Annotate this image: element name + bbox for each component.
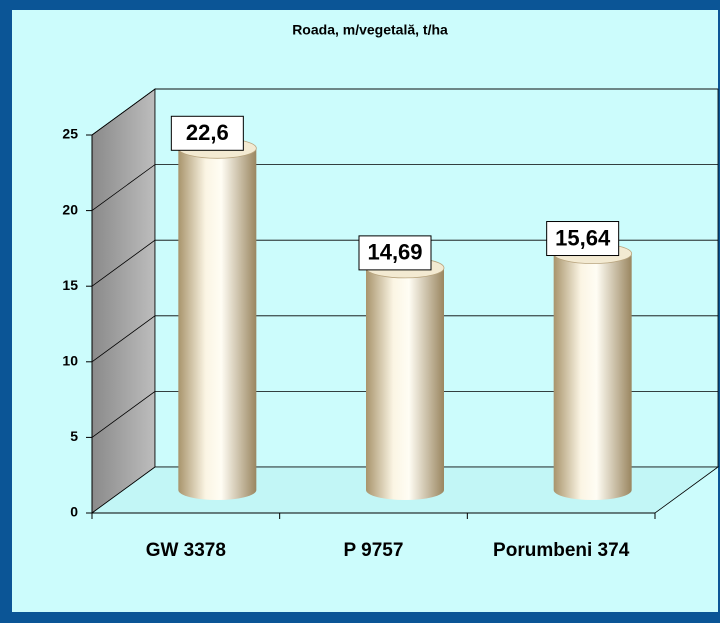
value-label-box xyxy=(170,115,244,151)
y-tick-label: 15 xyxy=(62,277,78,293)
y-tick-label: 0 xyxy=(70,504,78,520)
x-tick-label: P 9757 xyxy=(344,540,404,561)
side-wall xyxy=(91,88,156,514)
grid-line xyxy=(91,390,718,438)
bar xyxy=(553,243,633,500)
y-tick-label: 5 xyxy=(70,428,78,444)
chart-title: Roada, m/vegetală, t/ha xyxy=(292,22,448,38)
value-label-box xyxy=(546,221,620,257)
bar-body xyxy=(553,253,632,500)
grid-line xyxy=(91,88,718,136)
bar-body xyxy=(178,148,257,500)
bar xyxy=(177,137,257,500)
x-tick-label: GW 3378 xyxy=(146,540,226,561)
bar xyxy=(365,257,445,500)
y-tick-label: 10 xyxy=(62,353,78,369)
x-tick-label: Porumbeni 374 xyxy=(493,540,630,561)
value-label: 15,64 xyxy=(555,225,611,250)
y-tick-label: 20 xyxy=(62,201,78,217)
bar-body xyxy=(366,267,444,500)
grid-line xyxy=(91,315,718,363)
value-label: 22,6 xyxy=(186,120,229,145)
grid-line xyxy=(91,164,718,211)
value-label: 14,69 xyxy=(367,240,422,265)
value-label-box xyxy=(358,235,432,271)
grid-line xyxy=(91,239,718,287)
y-tick-label: 25 xyxy=(62,126,78,142)
